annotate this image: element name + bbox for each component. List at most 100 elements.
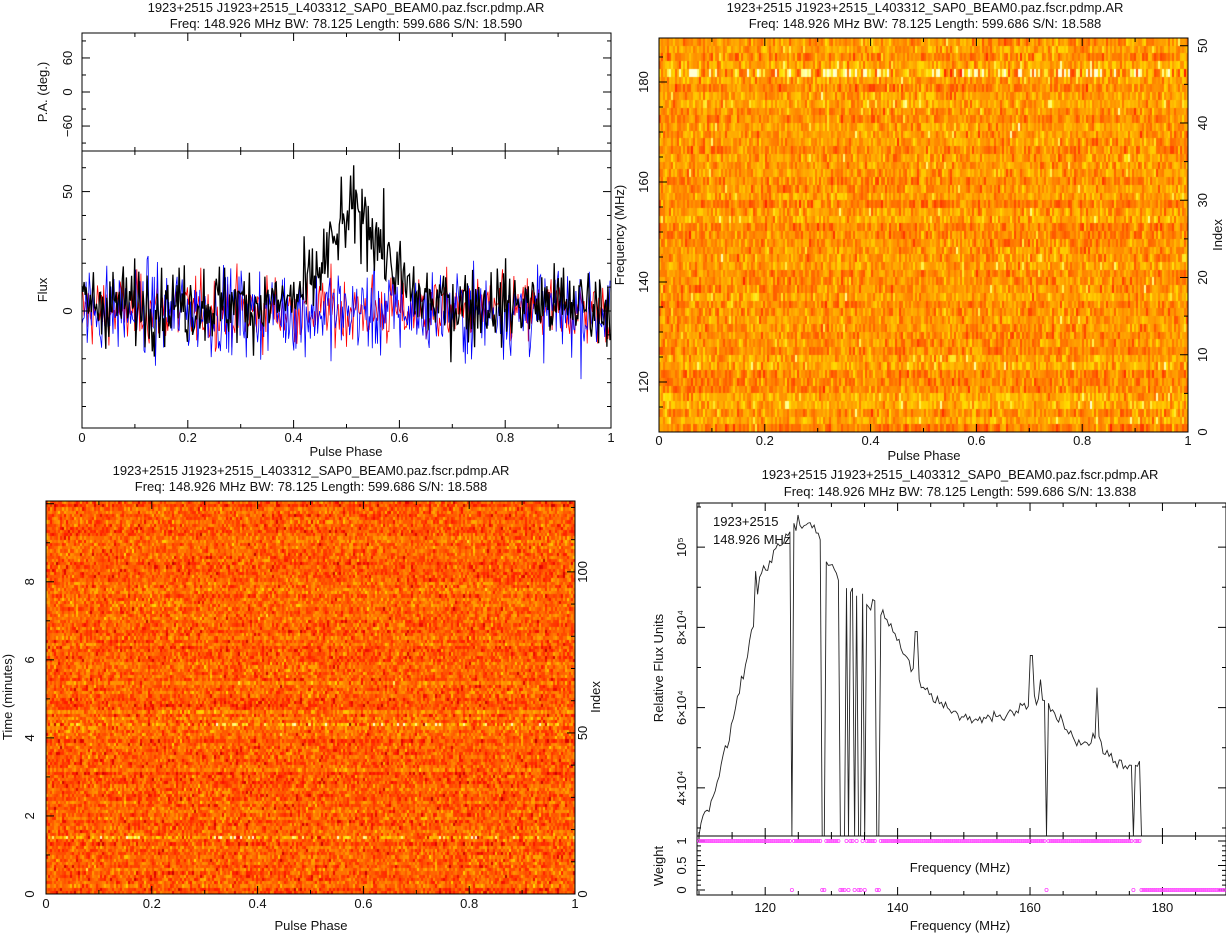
weight-point (939, 839, 944, 844)
bandpass-subtitle: Freq: 148.926 MHz BW: 78.125 Length: 599… (784, 484, 1136, 499)
weight-point (798, 839, 803, 844)
flux-tick-label: 0 (60, 307, 75, 314)
weight-point (935, 839, 940, 844)
weight-point (705, 839, 710, 844)
weight-point (1040, 839, 1045, 844)
weight-point (909, 839, 914, 844)
x-tick-label: 1 (1184, 433, 1191, 448)
weight-point (1135, 839, 1140, 844)
weight-point (959, 839, 964, 844)
weight-xlabel: Frequency (MHz) (910, 860, 1010, 875)
weight-point (830, 839, 835, 844)
weight-point (1070, 839, 1075, 844)
weight-point (814, 839, 819, 844)
weight-point (1163, 888, 1168, 893)
weight-point (751, 839, 756, 844)
freq-title: 1923+2515 J1923+2515_L403312_SAP0_BEAM0.… (727, 0, 1124, 15)
x-tick-label: 0.8 (460, 896, 478, 911)
weight-point (884, 839, 889, 844)
x-tick-label: 1 (571, 896, 578, 911)
weight-point (1095, 839, 1100, 844)
weight-point (1020, 839, 1025, 844)
weight-point (886, 839, 891, 844)
weight-point (994, 839, 999, 844)
weight-point (1093, 839, 1098, 844)
weight-point (1084, 839, 1089, 844)
weight-point (1008, 839, 1013, 844)
weight-point (872, 839, 877, 844)
weight-point (806, 839, 811, 844)
weight-point (977, 839, 982, 844)
weight-point (1127, 839, 1132, 844)
weight-point (1131, 888, 1136, 893)
weight-point (834, 839, 839, 844)
weight-point (1220, 888, 1225, 893)
weight-point (957, 839, 962, 844)
profile-panel: 1923+2515 J1923+2515_L403312_SAP0_BEAM0.… (35, 0, 615, 459)
index-tick-label: 40 (1195, 116, 1210, 130)
weight-point (1056, 839, 1061, 844)
index-tick-label: 30 (1195, 193, 1210, 207)
weight-point (729, 839, 734, 844)
x-tick-label: 0.8 (1073, 433, 1091, 448)
weight-point (856, 888, 861, 893)
weight-point (903, 839, 908, 844)
weight-point (895, 839, 900, 844)
weight-point (723, 839, 728, 844)
weight-point (1210, 888, 1215, 893)
index-tick-label: 0 (1195, 428, 1210, 435)
weight-point (1034, 839, 1039, 844)
x-tick-label: 0.2 (179, 430, 197, 445)
weight-point (971, 839, 976, 844)
weight-point (915, 839, 920, 844)
weight-point (870, 839, 875, 844)
weight-point (1188, 888, 1193, 893)
weight-point (1133, 839, 1138, 844)
weight-point (810, 839, 815, 844)
weight-point (816, 839, 821, 844)
weight-point (1125, 839, 1130, 844)
weight-point (711, 839, 716, 844)
frequency-tick-label: 140 (636, 271, 651, 293)
weight-point (838, 888, 843, 893)
weight-point (1068, 839, 1073, 844)
weight-point (727, 839, 732, 844)
weight-point (1016, 839, 1021, 844)
weight-point (791, 839, 796, 844)
weight-point (745, 839, 750, 844)
weight-point (1060, 839, 1065, 844)
weight-point (1171, 888, 1176, 893)
weight-point (917, 839, 922, 844)
weight-point (953, 839, 958, 844)
weight-point (1139, 888, 1144, 893)
flux-tick-label: 50 (60, 184, 75, 198)
weight-point (941, 839, 946, 844)
weight-point (765, 839, 770, 844)
weight-point (1086, 839, 1091, 844)
weight-point (937, 839, 942, 844)
weight-point (832, 839, 837, 844)
weight-point (891, 839, 896, 844)
weight-point (763, 839, 768, 844)
weight-point (796, 839, 801, 844)
weight-point (1190, 888, 1195, 893)
weight-point (1064, 839, 1069, 844)
weight-point (1123, 839, 1128, 844)
weight-point (947, 839, 952, 844)
weight-point (703, 839, 708, 844)
weight-point (949, 839, 954, 844)
weight-point (1202, 888, 1207, 893)
x-tick-label: 0 (78, 430, 85, 445)
weight-point (800, 839, 805, 844)
weight-point (826, 839, 831, 844)
weight-point (951, 839, 956, 844)
weight-point (1004, 839, 1009, 844)
weight-point (787, 839, 792, 844)
weight-point (785, 839, 790, 844)
weight-point (840, 888, 845, 893)
weight-point (1032, 839, 1037, 844)
weight-point (1066, 839, 1071, 844)
time-tick-label: 8 (22, 578, 37, 585)
weight-point (761, 839, 766, 844)
weight-point (1129, 839, 1134, 844)
